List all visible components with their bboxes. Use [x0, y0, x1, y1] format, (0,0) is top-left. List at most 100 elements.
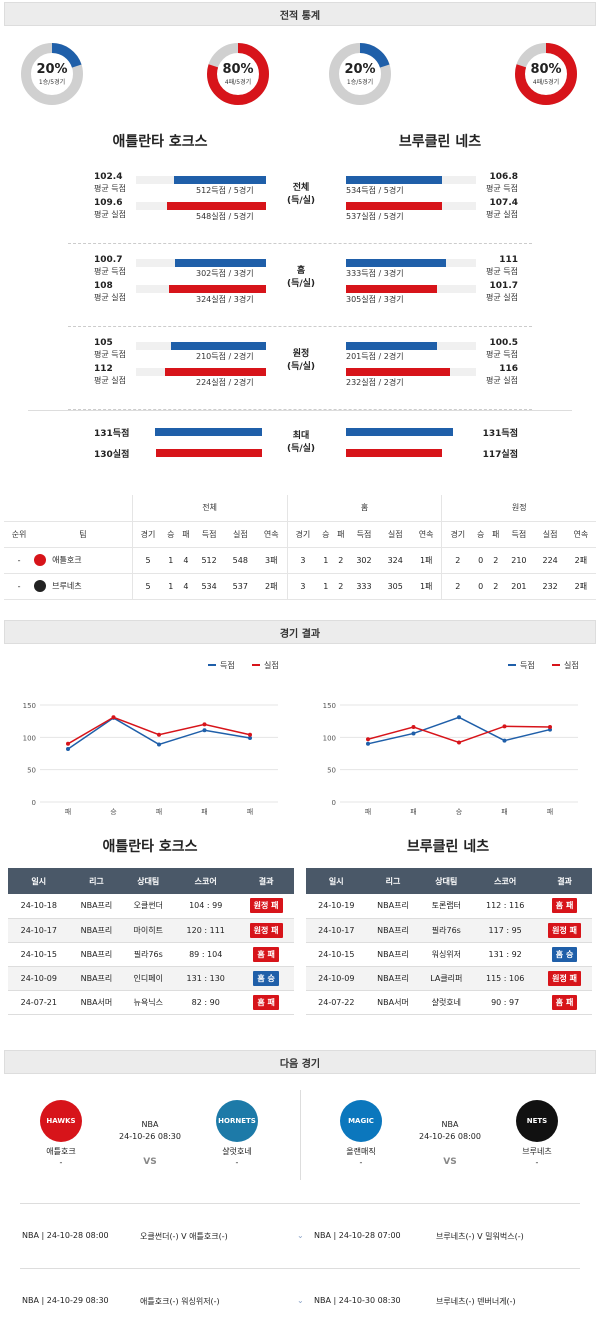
- stat-value: 116: [499, 364, 518, 374]
- results-cell: 24-10-15: [8, 942, 70, 967]
- next-home-team[interactable]: 애틀호크: [46, 1147, 76, 1156]
- data-point: [66, 746, 70, 751]
- results-cell: LA클리퍼: [419, 966, 474, 991]
- results-header-cell: 일시: [8, 868, 70, 894]
- data-point: [366, 737, 370, 742]
- results-cell: NBA프리: [69, 966, 124, 991]
- rank-cell: 1: [318, 573, 334, 600]
- rank-header-cell: 경기: [131, 521, 164, 548]
- results-header-cell: 스코어: [173, 868, 239, 894]
- next-away-team[interactable]: 샬럿호네: [222, 1147, 252, 1156]
- results-cell: NBA서머: [366, 990, 420, 1015]
- rank-header-cell: 승: [473, 521, 489, 548]
- team-name: 브루네츠: [52, 581, 82, 591]
- max-divider: [28, 410, 572, 411]
- win-rate-donut: [21, 43, 83, 105]
- results-cell: 필라76s: [419, 918, 474, 943]
- stat-bar: [167, 202, 266, 210]
- y-tick-label: 150: [23, 702, 36, 710]
- donut-label: 80% 4패/5경기: [206, 42, 270, 86]
- results-header-cell: 결과: [238, 868, 294, 894]
- stat-category-sub: (득/실): [286, 444, 316, 454]
- next-row-teams[interactable]: 브루네츠(-) 덴버너게(-): [436, 1297, 516, 1306]
- results-cell: 24-10-18: [8, 894, 70, 919]
- rank-cell: 224: [534, 547, 566, 574]
- rank-cell: 4: [178, 573, 194, 600]
- rank-cell: 2: [441, 573, 474, 600]
- stat-note: 534득점 / 5경기: [346, 186, 404, 195]
- results-cell: NBA프리: [366, 966, 420, 991]
- rank-cell: 333: [348, 573, 380, 600]
- next-row-teams[interactable]: 오클썬더(-) V 애틀호크(-): [140, 1232, 228, 1241]
- next-home-team[interactable]: 올랜매직: [346, 1147, 376, 1156]
- stat-label: 평균 실점: [486, 376, 518, 385]
- away-team-title: 브루클린 네츠: [398, 134, 482, 150]
- x-tick-label: 패: [65, 807, 71, 816]
- team-logo-icon: MAGIC: [340, 1100, 382, 1142]
- result-badge: 원정 패: [548, 922, 581, 938]
- stat-value: 100.7: [94, 255, 123, 265]
- rank-cell: -: [4, 573, 35, 600]
- results-row: 24-10-17 NBA프리 필라76s 117 : 95 원정 패: [306, 918, 592, 943]
- stat-bar: [346, 285, 437, 293]
- next-row-divider: [20, 1268, 580, 1269]
- stat-bar: [346, 176, 443, 184]
- stat-value: 112: [94, 364, 113, 374]
- max-bar: [155, 449, 262, 457]
- rank-header-cell: 실점: [379, 521, 411, 548]
- results-cell: NBA서머: [69, 990, 124, 1015]
- donut-label: 20% 1승/5경기: [20, 42, 84, 86]
- results-header-row: 일시 리그 상대팀 스코어 결과: [306, 868, 592, 894]
- group-divider: [68, 243, 532, 244]
- stat-value: 105: [94, 338, 113, 348]
- next-row-info: NBA | 24-10-28 07:00: [314, 1231, 401, 1240]
- stat-bar: [346, 342, 437, 350]
- rank-cell: 5: [131, 573, 164, 600]
- next-row-teams[interactable]: 애틀호크(-) 워싱위저(-): [140, 1297, 220, 1306]
- results-cell: 홈 승: [238, 966, 294, 991]
- group-divider: [68, 409, 532, 410]
- rank-cell: -: [4, 547, 35, 574]
- chevron-down-icon: ⌄: [297, 1296, 304, 1305]
- rank-header-cell: 득점: [348, 521, 380, 548]
- results-cell: 원정 패: [238, 918, 294, 943]
- next-row-teams[interactable]: 브루네츠(-) V 밀워벅스(-): [436, 1232, 524, 1241]
- y-tick-label: 50: [27, 767, 36, 775]
- results-header-cell: 상대팀: [123, 868, 174, 894]
- rank-cell: 5: [131, 547, 164, 574]
- max-value: 131득점: [482, 429, 518, 439]
- rank-cell: 2: [488, 573, 504, 600]
- results-cell: 토론랩터: [419, 894, 474, 919]
- rank-cell: 2패: [565, 547, 596, 574]
- data-point: [457, 715, 461, 720]
- results-cell: 89 : 104: [173, 942, 239, 967]
- rank-header-cell: 실점: [224, 521, 256, 548]
- data-point: [202, 722, 207, 727]
- stat-category-sub: (득/실): [286, 196, 316, 206]
- stat-label: 평균 실점: [486, 293, 518, 302]
- stat-label: 평균 득점: [486, 184, 518, 193]
- rank-row: - 애틀호크 5 1 4 512 548 3패 3 1 2 302 324 1패 2 0 2 210 224 2패: [4, 547, 596, 574]
- result-badge: 원정 패: [548, 970, 581, 986]
- stat-note: 224실점 / 2경기: [196, 378, 254, 387]
- y-tick-label: 0: [332, 799, 336, 807]
- rank-header-cell: 연속: [565, 521, 596, 548]
- results-header-cell: 상대팀: [419, 868, 474, 894]
- data-point: [157, 742, 161, 747]
- team-logo-icon: HORNETS: [216, 1100, 258, 1142]
- results-cell: 120 : 111: [173, 918, 239, 943]
- next-away-team[interactable]: 브루네츠: [522, 1147, 552, 1156]
- stat-note: 333득점 / 3경기: [346, 269, 404, 278]
- home-team-title: 애틀란타 호크스: [112, 134, 208, 150]
- rank-header-cell: 연속: [255, 521, 288, 548]
- results-cell: 인디페이: [123, 966, 174, 991]
- series-line: [367, 725, 551, 744]
- rank-cell: 232: [534, 573, 566, 600]
- team-logo-icon: [34, 554, 47, 566]
- y-tick-label: 0: [32, 799, 36, 807]
- stat-category-name: 최대: [292, 431, 310, 441]
- results-cell: 131 : 130: [173, 966, 239, 991]
- stat-bar: [173, 176, 266, 184]
- results-cell: 90 : 97: [473, 990, 538, 1015]
- win-rate-donut: [329, 43, 391, 105]
